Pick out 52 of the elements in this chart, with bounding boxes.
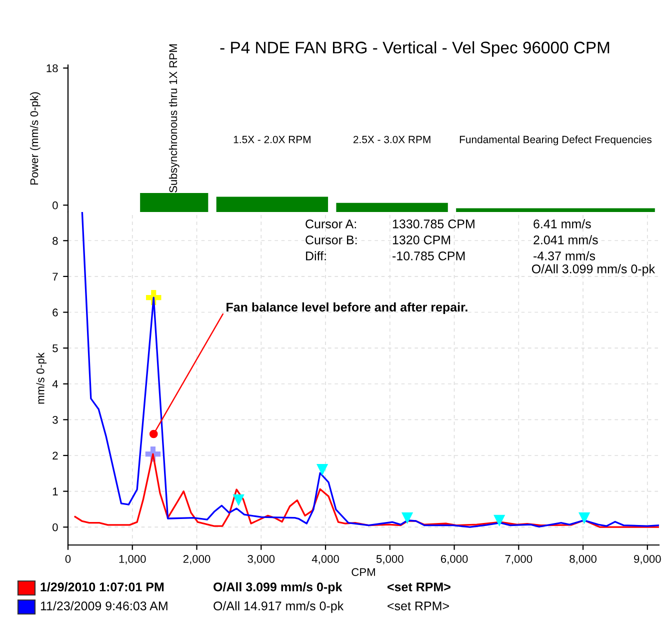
x-tick-label: 0 <box>65 555 71 563</box>
y-tick-label: 4 <box>52 380 58 388</box>
point <box>401 512 414 524</box>
annotation: -10.785 CPM <box>392 252 465 260</box>
annotation: -4.37 mm/s <box>534 251 596 260</box>
y-tick-label: 3 <box>52 416 58 424</box>
text: <set RPM> <box>388 602 449 610</box>
y-tick-label: 0 <box>52 201 58 210</box>
point <box>578 512 590 524</box>
category-label: Fundamental Bearing Defect Frequencies <box>460 136 652 146</box>
y-tick-label: 5 <box>52 344 58 352</box>
x-tick-label: 1,000 <box>119 555 146 564</box>
y-tick-label: 0 <box>52 523 58 532</box>
x-tick-label: 3,000 <box>248 555 275 564</box>
y-axis-title: Power (mm/s 0-pk) <box>30 92 40 185</box>
annotation: Cursor A: <box>306 220 356 228</box>
line-series <box>81 212 659 528</box>
category-label: 1.5X - 2.0X RPM <box>234 136 310 144</box>
x-tick-label: 2,000 <box>183 555 210 564</box>
point <box>316 464 328 476</box>
annotation: 6.41 mm/s <box>534 219 591 228</box>
annotation: Cursor B: <box>306 236 357 244</box>
x-tick-label: 5,000 <box>376 555 404 564</box>
x-axis-title: CPM <box>352 568 375 576</box>
annotation: Fan balance level before and after repair. <box>226 302 468 314</box>
point <box>494 514 506 526</box>
category-label: 2.5X - 3.0X RPM <box>353 136 430 144</box>
y-tick-label: 6 <box>52 308 58 316</box>
x-tick-label: 7,000 <box>505 555 532 564</box>
x-tick-label: 8,000 <box>570 555 596 564</box>
category-label: Subsynchronous thru 1X RPM <box>168 44 180 192</box>
annotation: O/All 3.099 mm/s 0-pk <box>532 264 656 276</box>
text: O/All 14.917 mm/s 0-pk <box>214 601 344 613</box>
annotation: Diff: <box>306 251 326 260</box>
annotation: 1330.785 CPM <box>392 220 474 228</box>
y-axis-title: mm/s 0-pk <box>36 352 47 404</box>
y-tick-label: 2 <box>52 452 58 460</box>
x-tick-label: 9,000 <box>634 555 661 564</box>
text: O/All 3.099 mm/s 0-pk <box>214 582 342 594</box>
legend-label: 1/29/2010 1:07:01 PM <box>40 582 164 592</box>
y-tick-label: 8 <box>52 236 58 245</box>
legend-label: 11/23/2009 9:46:03 AM <box>40 601 168 610</box>
y-tick-label: 18 <box>46 64 58 72</box>
x-tick-label: 6,000 <box>440 555 468 564</box>
annotation: 2.041 mm/s <box>534 235 598 244</box>
point <box>232 494 244 506</box>
y-tick-label: 7 <box>52 272 58 280</box>
chart-title: - P4 NDE FAN BRG - Vertical - Vel Spec 96000 CPM <box>220 41 610 57</box>
y-tick-label: 1 <box>52 488 58 496</box>
text: <set RPM> <box>388 582 450 592</box>
x-tick-label: 4,000 <box>312 555 339 564</box>
annotation: 1320 CPM <box>392 236 450 244</box>
